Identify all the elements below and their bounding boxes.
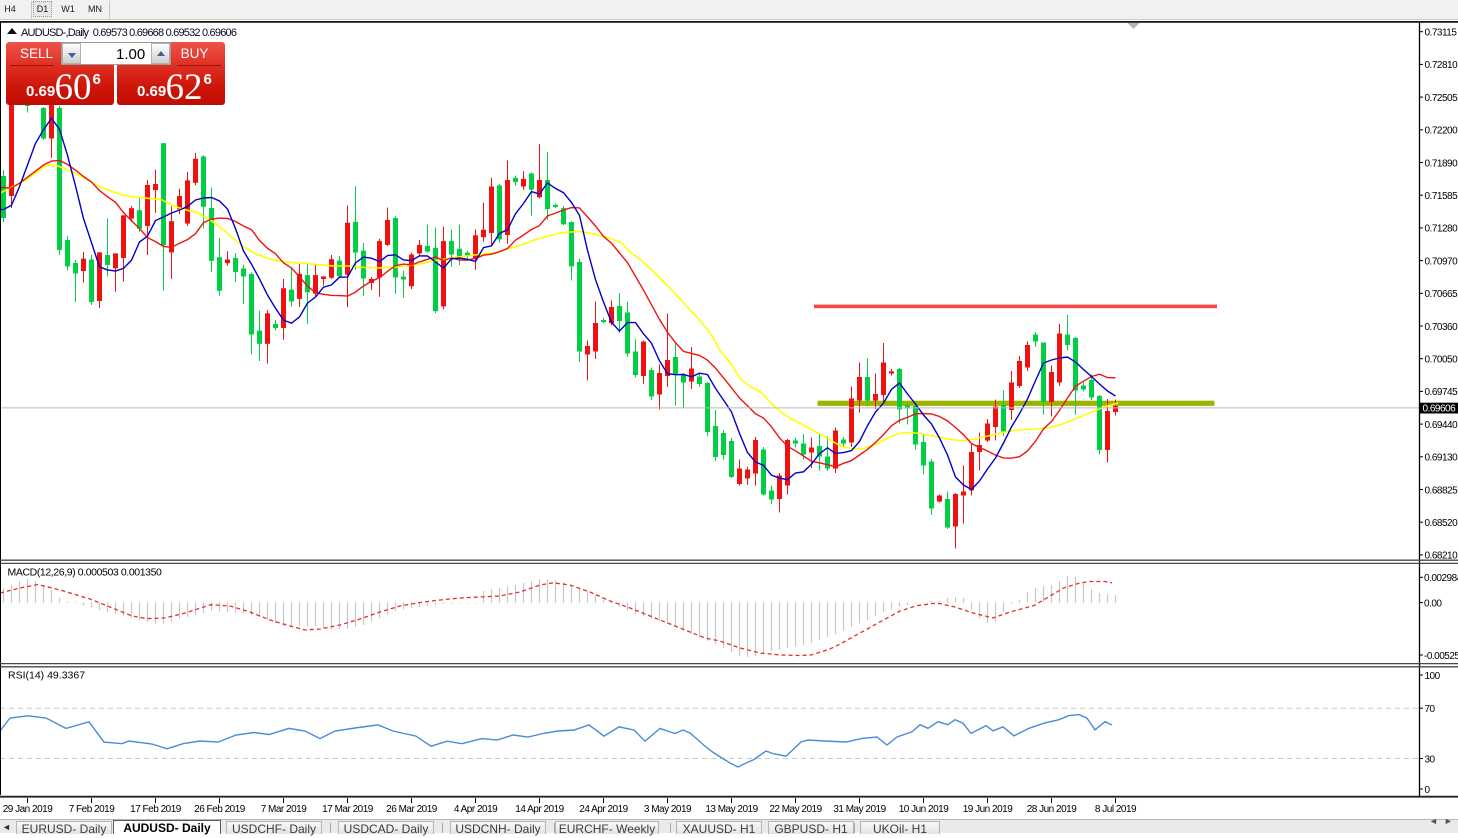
svg-text:22 May 2019: 22 May 2019 bbox=[769, 804, 822, 815]
svg-text:0.68825: 0.68825 bbox=[1425, 485, 1458, 496]
svg-text:0.70970: 0.70970 bbox=[1425, 256, 1458, 267]
svg-text:3 May 2019: 3 May 2019 bbox=[644, 804, 692, 815]
svg-text:4 Apr 2019: 4 Apr 2019 bbox=[454, 804, 498, 815]
svg-text:0.70050: 0.70050 bbox=[1425, 355, 1458, 366]
svg-text:0.71585: 0.71585 bbox=[1425, 191, 1458, 202]
svg-text:19 Jun 2019: 19 Jun 2019 bbox=[963, 804, 1013, 815]
svg-text:26 Mar 2019: 26 Mar 2019 bbox=[386, 804, 438, 815]
svg-text:0.68520: 0.68520 bbox=[1425, 518, 1458, 529]
svg-text:RSI(14) 49.3367: RSI(14) 49.3367 bbox=[8, 670, 85, 682]
svg-text:28 Jun 2019: 28 Jun 2019 bbox=[1027, 804, 1077, 815]
svg-text:26 Feb 2019: 26 Feb 2019 bbox=[194, 804, 246, 815]
svg-text:0.70665: 0.70665 bbox=[1425, 289, 1458, 300]
svg-text:31 May 2019: 31 May 2019 bbox=[833, 804, 886, 815]
svg-text:0.73115: 0.73115 bbox=[1425, 28, 1458, 39]
svg-text:17 Feb 2019: 17 Feb 2019 bbox=[130, 804, 182, 815]
svg-text:8 Jul 2019: 8 Jul 2019 bbox=[1095, 804, 1137, 815]
svg-text:13 May 2019: 13 May 2019 bbox=[705, 804, 758, 815]
svg-text:0.72810: 0.72810 bbox=[1425, 60, 1458, 71]
svg-text:29 Jan 2019: 29 Jan 2019 bbox=[3, 804, 53, 815]
svg-text:70: 70 bbox=[1425, 704, 1436, 715]
svg-text:0.69440: 0.69440 bbox=[1425, 420, 1458, 431]
svg-text:0.69606: 0.69606 bbox=[1423, 404, 1457, 415]
svg-text:-0.00525: -0.00525 bbox=[1424, 651, 1458, 662]
svg-text:7 Mar 2019: 7 Mar 2019 bbox=[261, 804, 308, 815]
svg-text:0.71280: 0.71280 bbox=[1425, 224, 1458, 235]
svg-text:17 Mar 2019: 17 Mar 2019 bbox=[322, 804, 374, 815]
svg-text:0.70360: 0.70360 bbox=[1425, 322, 1458, 333]
svg-text:0.002984: 0.002984 bbox=[1424, 573, 1458, 584]
svg-text:100: 100 bbox=[1425, 671, 1441, 682]
svg-text:7 Feb 2019: 7 Feb 2019 bbox=[69, 804, 116, 815]
svg-text:24 Apr 2019: 24 Apr 2019 bbox=[579, 804, 628, 815]
svg-text:0.72505: 0.72505 bbox=[1425, 93, 1458, 104]
svg-text:0.00: 0.00 bbox=[1424, 598, 1442, 609]
svg-text:0.69745: 0.69745 bbox=[1425, 387, 1458, 398]
svg-text:0.69130: 0.69130 bbox=[1425, 453, 1458, 464]
svg-text:0.72200: 0.72200 bbox=[1425, 126, 1458, 137]
svg-text:0.71890: 0.71890 bbox=[1425, 158, 1458, 169]
svg-text:14 Apr 2019: 14 Apr 2019 bbox=[515, 804, 564, 815]
svg-text:30: 30 bbox=[1425, 754, 1436, 765]
svg-text:10 Jun 2019: 10 Jun 2019 bbox=[899, 804, 949, 815]
svg-text:MACD(12,26,9) 0.000503 0.00135: MACD(12,26,9) 0.000503 0.001350 bbox=[8, 567, 163, 579]
